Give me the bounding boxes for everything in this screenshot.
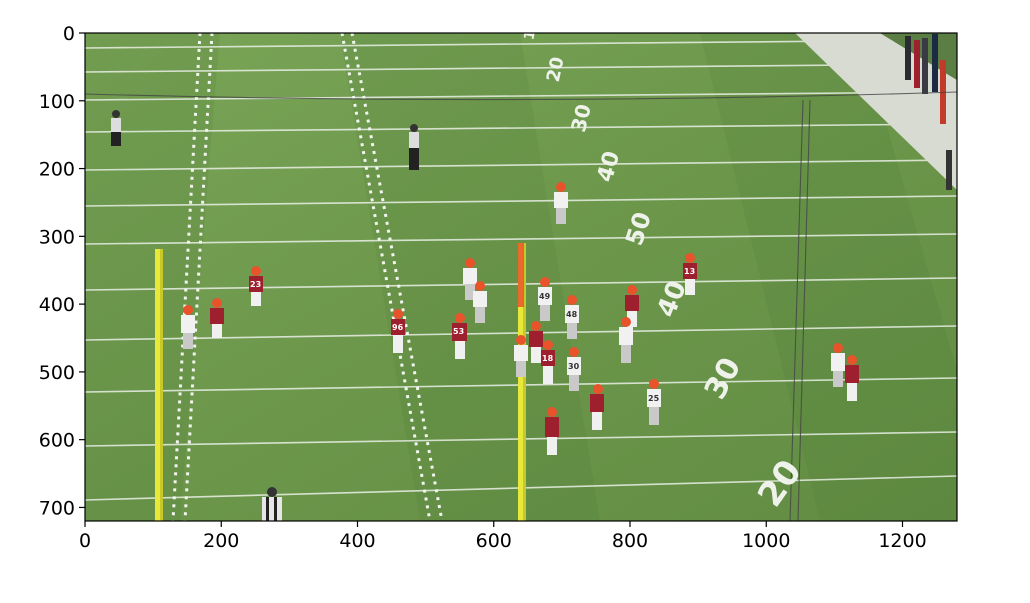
skycam-cables — [85, 91, 957, 521]
official-bottom — [262, 487, 282, 521]
field-number-20-top: 20 — [543, 55, 569, 84]
x-tick-label-1200: 1200 — [878, 530, 926, 552]
y-tick-label-500: 500 — [39, 362, 75, 384]
jersey-numbers: 23 96 53 49 48 18 30 25 13 — [250, 267, 695, 403]
jersey-23: 23 — [250, 280, 261, 289]
football-field-photo: 1 20 30 40 50 40 30 20 — [85, 29, 957, 521]
y-tick-label-600: 600 — [39, 430, 75, 452]
jersey-49: 49 — [539, 292, 551, 301]
y-tick-label-0: 0 — [63, 23, 75, 45]
jersey-53: 53 — [453, 327, 464, 336]
x-tick-label-400: 400 — [339, 530, 375, 552]
players-away — [181, 182, 845, 425]
x-tick-label-1000: 1000 — [742, 530, 790, 552]
y-axis: 0 100 200 300 400 500 600 700 — [39, 23, 85, 519]
players-home — [210, 253, 859, 455]
x-tick-label-200: 200 — [203, 530, 239, 552]
hash-marks-left — [171, 33, 214, 521]
official-mid — [409, 124, 419, 170]
jersey-18: 18 — [542, 354, 554, 363]
plot-frame — [84, 32, 958, 522]
officials — [111, 110, 419, 521]
field-number-1: 1 — [521, 29, 538, 41]
x-tick-label-0: 0 — [79, 530, 91, 552]
jersey-30: 30 — [568, 362, 580, 371]
y-tick-label-400: 400 — [39, 294, 75, 316]
jersey-48: 48 — [566, 310, 578, 319]
y-tick-label-200: 200 — [39, 159, 75, 181]
official-left — [111, 110, 121, 146]
y-tick-label-700: 700 — [39, 497, 75, 519]
hash-marks-right — [340, 33, 444, 521]
jersey-96: 96 — [392, 323, 404, 332]
yellow-poles — [155, 243, 526, 521]
y-tick-label-100: 100 — [39, 91, 75, 113]
jersey-25: 25 — [648, 394, 660, 403]
y-tick-label-300: 300 — [39, 226, 75, 248]
jersey-13: 13 — [684, 267, 695, 276]
x-axis: 0 200 400 600 800 1000 1200 — [79, 521, 927, 552]
x-tick-label-800: 800 — [612, 530, 648, 552]
x-tick-label-600: 600 — [476, 530, 512, 552]
